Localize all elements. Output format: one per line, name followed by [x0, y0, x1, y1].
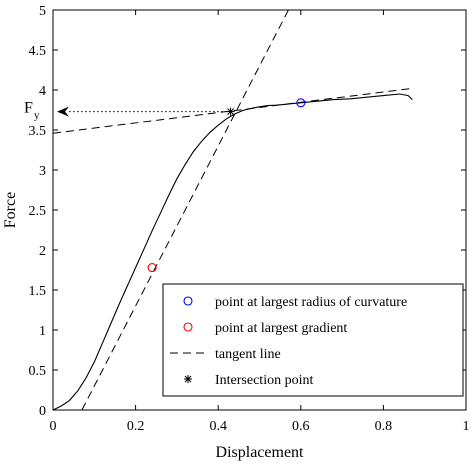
y-tick-label: 3.5	[29, 124, 47, 139]
plot-frame	[52, 9, 467, 411]
legend-entry-label: point at largest radius of curvature	[215, 295, 407, 310]
legend-entry-label: point at largest gradient	[215, 321, 347, 336]
x-axis-label: Displacement	[216, 444, 305, 461]
y-tick-label: 1	[39, 324, 46, 339]
x-tick-label: 0	[50, 419, 57, 434]
curvature-point-marker	[296, 98, 306, 108]
legend-entry-label: Intersection point	[215, 373, 313, 388]
x-tick-label: 0.2	[127, 419, 145, 434]
fy-annotation-label: F	[24, 100, 33, 117]
legend-box	[162, 283, 464, 397]
legend: point at largest radius of curvature poin…	[162, 283, 464, 397]
y-tick-label: 4.5	[29, 44, 47, 59]
y-tick-label: 3	[39, 164, 46, 179]
tangent-line-2	[81, 10, 289, 410]
y-tick-label: 2	[39, 244, 46, 259]
y-axis-label: Force	[2, 192, 19, 228]
legend-marker-circle	[183, 296, 193, 306]
y-tick-label: 4	[39, 84, 46, 99]
x-tick-label: 0.8	[375, 419, 393, 434]
legend-entry-label: tangent line	[215, 347, 281, 362]
x-tick-label: 0.4	[209, 419, 227, 434]
y-tick-label: 0.5	[29, 364, 47, 379]
fy-annotation-subscript: y	[34, 110, 40, 122]
x-tick-label: 0.6	[292, 419, 310, 434]
tangent-line-1	[53, 87, 413, 134]
y-tick-label: 2.5	[29, 204, 47, 219]
y-tick-label: 0	[39, 404, 46, 419]
y-tick-label: 5	[39, 4, 46, 19]
force-displacement-curve	[53, 93, 413, 410]
legend-marker-star	[184, 375, 192, 383]
y-tick-label: 1.5	[29, 284, 47, 299]
x-tick-label: 1	[463, 419, 470, 434]
gradient-point-marker	[147, 263, 157, 273]
legend-marker-circle	[183, 322, 193, 332]
ticks-layer: 0 0.2 0.4 0.6 0.8 1 0 0.5 1 1.5 2 2.5 3 3.5 4 4.5 5	[29, 4, 470, 434]
star-stroke	[184, 375, 192, 383]
fy-arrow-head	[57, 106, 69, 117]
